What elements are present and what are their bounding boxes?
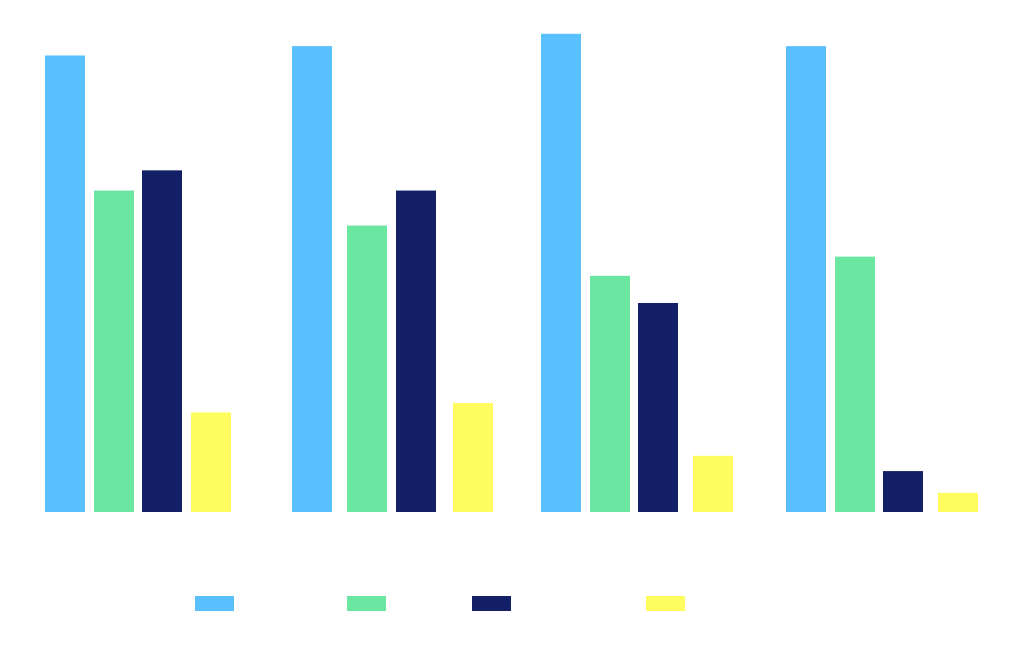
legend-swatch-series-3 (472, 596, 511, 611)
bar-series-3-category-2 (396, 190, 436, 512)
bar-series-1-category-3 (541, 33, 581, 512)
bar-series-2-category-1 (94, 190, 134, 512)
bar-series-4-category-3 (693, 455, 733, 512)
bar-series-3-category-4 (883, 471, 923, 512)
bar-series-2-category-3 (590, 275, 630, 512)
bar-series-1-category-1 (45, 55, 85, 513)
legend-swatch-series-1 (195, 596, 234, 611)
bar-series-1-category-2 (292, 46, 332, 513)
bar-series-3-category-1 (142, 170, 182, 512)
bars-group (45, 33, 978, 513)
bar-series-4-category-4 (938, 492, 978, 512)
bar-series-4-category-2 (453, 403, 493, 512)
legend-swatch-series-2 (347, 596, 386, 611)
bar-series-3-category-3 (638, 302, 678, 512)
legend-swatch-series-4 (646, 596, 685, 611)
bar-series-2-category-4 (835, 256, 875, 512)
legend (195, 596, 685, 611)
bar-series-2-category-2 (347, 225, 387, 512)
bar-series-4-category-1 (191, 412, 231, 512)
bar-series-1-category-4 (786, 46, 826, 513)
